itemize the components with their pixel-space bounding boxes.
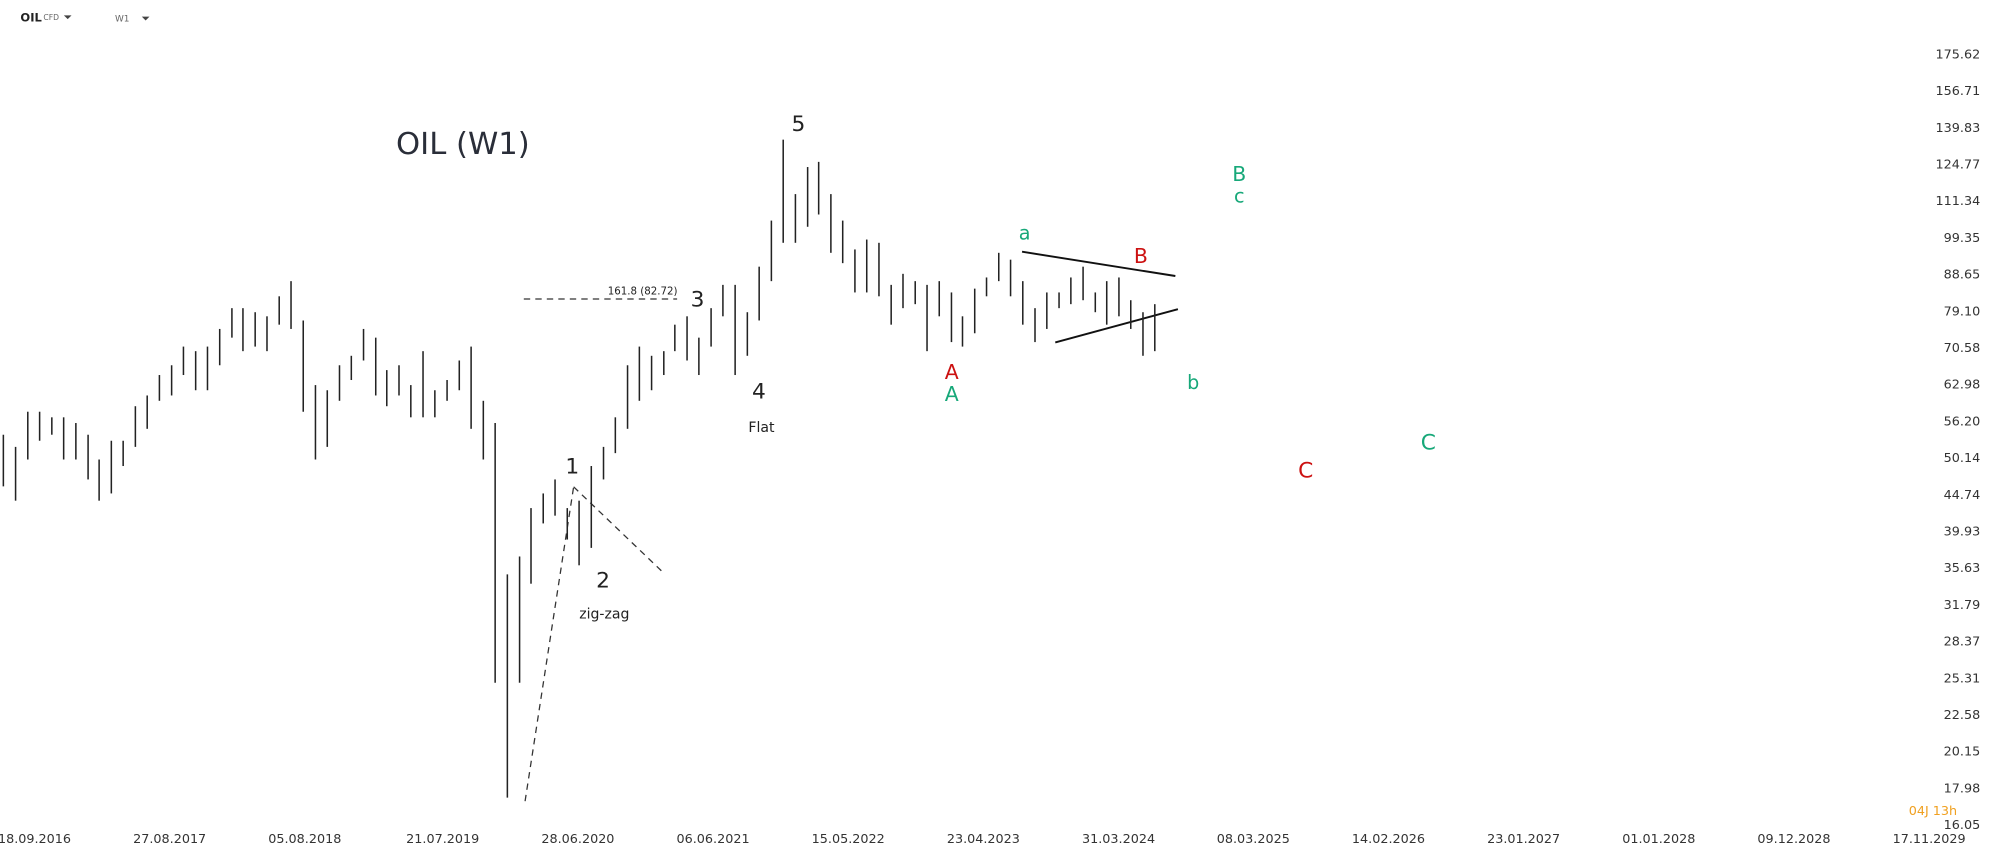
x-tick-label: 21.07.2019 — [406, 832, 479, 847]
y-tick-label: 25.31 — [1944, 671, 1981, 686]
y-tick-label: 124.77 — [1936, 158, 1981, 173]
x-tick-label: 18.09.2016 — [0, 832, 71, 847]
wave-label: 5 — [792, 112, 806, 137]
y-tick-label: 62.98 — [1944, 378, 1981, 393]
x-tick-label: 15.05.2022 — [812, 832, 885, 847]
y-tick-label: 44.74 — [1944, 488, 1981, 503]
y-tick-label: 31.79 — [1944, 598, 1981, 613]
countdown: 04J 13h — [1909, 804, 1957, 819]
x-tick-label: 05.08.2018 — [268, 832, 341, 847]
dropdown-arrow[interactable] — [141, 16, 150, 21]
dashed-line — [524, 486, 575, 802]
wave-label: 1 — [565, 455, 579, 480]
drawings — [523, 250, 1179, 802]
x-tick-label: 09.12.2028 — [1757, 832, 1830, 847]
x-tick-label: 31.03.2024 — [1082, 832, 1155, 847]
y-tick-label: 111.34 — [1936, 194, 1981, 209]
wave-label: c — [1234, 184, 1245, 207]
timeframe[interactable]: W1 — [115, 15, 130, 25]
symbol-kind: CFD — [43, 13, 59, 22]
wave-label: 4 — [752, 379, 766, 404]
wave-label: C — [1421, 430, 1436, 455]
y-tick-label: 139.83 — [1936, 121, 1981, 136]
y-tick-label: 17.98 — [1944, 781, 1981, 796]
triangle-line — [1055, 308, 1179, 344]
y-tick-label: 50.14 — [1944, 451, 1981, 466]
y-tick-label: 56.20 — [1944, 414, 1981, 429]
wave-label: B — [1134, 244, 1148, 268]
wave-label: 2 — [596, 568, 610, 593]
y-tick-label: 35.63 — [1944, 561, 1981, 576]
y-tick-label: 16.05 — [1944, 818, 1981, 833]
y-tick-label: 70.58 — [1944, 341, 1981, 356]
wave-label: C — [1298, 458, 1313, 483]
x-tick-label: 28.06.2020 — [541, 832, 614, 847]
wave-label: A — [945, 382, 959, 406]
dropdown-arrow[interactable] — [63, 15, 72, 20]
y-tick-label: 175.62 — [1936, 47, 1981, 62]
y-tick-label: 79.10 — [1944, 304, 1981, 319]
y-tick-label: 22.58 — [1944, 708, 1981, 723]
wave-label: B — [1232, 162, 1246, 186]
triangle-line — [1021, 250, 1176, 277]
x-tick-label: 17.11.2029 — [1893, 832, 1966, 847]
wave-label: A — [945, 360, 959, 384]
y-tick-label: 20.15 — [1944, 745, 1981, 760]
y-tick-label: 99.35 — [1944, 231, 1981, 246]
wave-label: b — [1187, 371, 1199, 394]
y-tick-label: 156.71 — [1936, 84, 1981, 99]
x-tick-label: 23.01.2027 — [1487, 832, 1560, 847]
wave-label: a — [1019, 221, 1031, 244]
y-tick-label: 28.37 — [1944, 635, 1981, 650]
wave-label: zig-zag — [579, 607, 629, 623]
chart-title: OIL (W1) — [396, 127, 530, 162]
y-tick-label: 39.93 — [1944, 524, 1981, 539]
wave-label: 3 — [691, 287, 705, 312]
symbol[interactable]: OIL — [20, 10, 41, 24]
wave-label: Flat — [748, 420, 775, 436]
dashed-line — [573, 486, 663, 572]
wave-label: 161.8 (82.72) — [608, 286, 678, 297]
x-tick-label: 06.06.2021 — [677, 832, 750, 847]
x-tick-label: 23.04.2023 — [947, 832, 1020, 847]
x-tick-label: 14.02.2026 — [1352, 832, 1425, 847]
x-tick-label: 01.01.2028 — [1622, 832, 1695, 847]
y-tick-label: 88.65 — [1944, 268, 1981, 283]
x-tick-label: 08.03.2025 — [1217, 832, 1290, 847]
x-tick-label: 27.08.2017 — [133, 832, 206, 847]
